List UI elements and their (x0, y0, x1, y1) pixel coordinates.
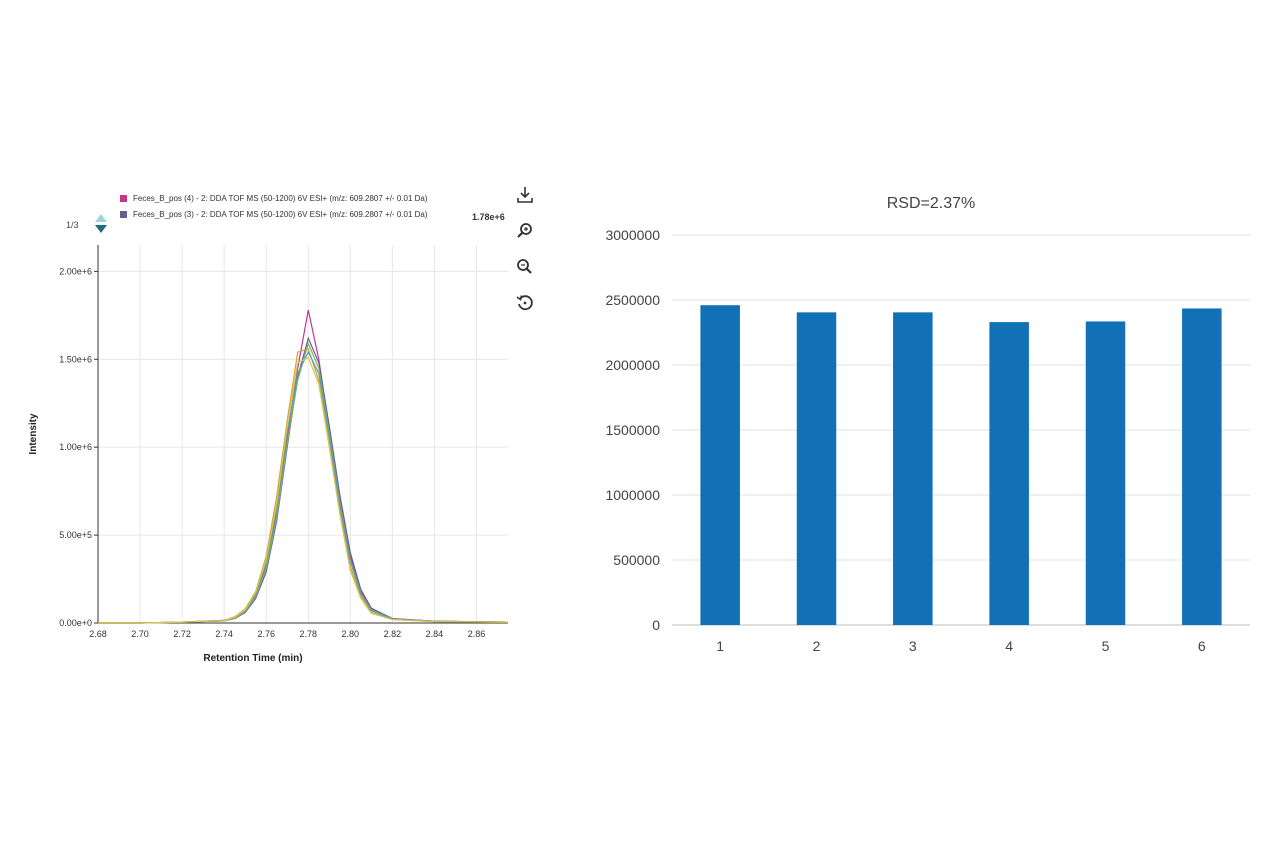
y-tick-label: 0 (652, 617, 660, 633)
y-axis-label: Intensity (28, 413, 39, 455)
chart-toolbar (514, 184, 536, 328)
x-tick-label: 2 (813, 638, 821, 654)
legend-next-icon[interactable] (95, 225, 107, 233)
x-tick-label: 2.82 (384, 629, 402, 639)
zoom-in-icon[interactable] (514, 220, 536, 242)
y-tick-label: 2500000 (605, 292, 660, 308)
bar-chart-panel: RSD=2.37% 0 500000 1000000 1500000 2000000 250… (580, 180, 1270, 680)
y-tick-label: 0.00e+0 (59, 618, 92, 628)
reset-icon[interactable] (514, 292, 536, 314)
x-tick-label: 2.76 (257, 629, 275, 639)
series-line-5 (98, 350, 509, 624)
bar-4 (989, 322, 1029, 625)
legend-swatch-2 (120, 211, 127, 218)
series-line-4 (98, 341, 509, 624)
y-tick-label: 1000000 (605, 487, 660, 503)
y-tick-label: 1500000 (605, 422, 660, 438)
series-line-6 (98, 356, 509, 624)
y-tick-label: 5.00e+5 (59, 530, 92, 540)
y-tick-label: 500000 (613, 552, 660, 568)
legend-label: Feces_B_pos (3) - 2: DDA TOF MS (50-1200… (133, 210, 428, 219)
zoom-out-icon[interactable] (514, 256, 536, 278)
y-tick-label: 3000000 (605, 227, 660, 243)
y-tick-label: 1.50e+6 (59, 354, 92, 364)
x-tick-label: 2.70 (131, 629, 149, 639)
chromatogram-panel: 2.68 2.70 2.72 2.74 2.76 2.78 2.80 2.82 2.84 2.86… (0, 170, 560, 690)
x-tick-label: 2.80 (342, 629, 360, 639)
legend-swatch-1 (120, 195, 127, 202)
x-tick-label: 5 (1102, 638, 1110, 654)
x-tick-label: 3 (909, 638, 917, 654)
series-line-2 (98, 336, 509, 624)
legend-entry[interactable]: Feces_B_pos (4) - 2: DDA TOF MS (50-1200… (120, 194, 428, 203)
x-tick-label: 4 (1005, 638, 1013, 654)
x-tick-label: 6 (1198, 638, 1206, 654)
bar-chart: RSD=2.37% 0 500000 1000000 1500000 2000000 250… (605, 195, 1250, 654)
legend-entry[interactable]: Feces_B_pos (3) - 2: DDA TOF MS (50-1200… (120, 210, 428, 219)
x-tick-label: 2.74 (215, 629, 233, 639)
x-tick-label: 2.68 (89, 629, 107, 639)
y-tick-label: 1.00e+6 (59, 442, 92, 452)
x-tick-label: 2.72 (173, 629, 191, 639)
bar-1 (700, 305, 740, 625)
bar-3 (893, 312, 933, 625)
x-tick-label: 2.84 (426, 629, 444, 639)
bar-5 (1085, 321, 1126, 625)
legend-prev-icon[interactable] (95, 214, 107, 222)
x-tick-label: 1 (716, 638, 724, 654)
y-tick-label: 2000000 (605, 357, 660, 373)
download-icon[interactable] (514, 184, 536, 206)
x-tick-label: 2.86 (468, 629, 486, 639)
legend-pager[interactable] (94, 212, 108, 238)
bar-2 (796, 312, 837, 625)
x-axis-label: Retention Time (min) (203, 653, 302, 664)
legend-label: Feces_B_pos (4) - 2: DDA TOF MS (50-1200… (133, 194, 428, 203)
x-tick-label: 2.78 (299, 629, 317, 639)
chart-title: RSD=2.37% (887, 195, 976, 212)
chromatogram-chart: 2.68 2.70 2.72 2.74 2.76 2.78 2.80 2.82 2.84 2.86… (28, 245, 509, 664)
series-line-3 (98, 347, 509, 624)
y-tick-label: 2.00e+6 (59, 266, 92, 276)
bar-6 (1182, 308, 1222, 625)
peak-max-label: 1.78e+6 (472, 212, 505, 222)
legend-page-indicator: 1/3 (66, 220, 79, 230)
